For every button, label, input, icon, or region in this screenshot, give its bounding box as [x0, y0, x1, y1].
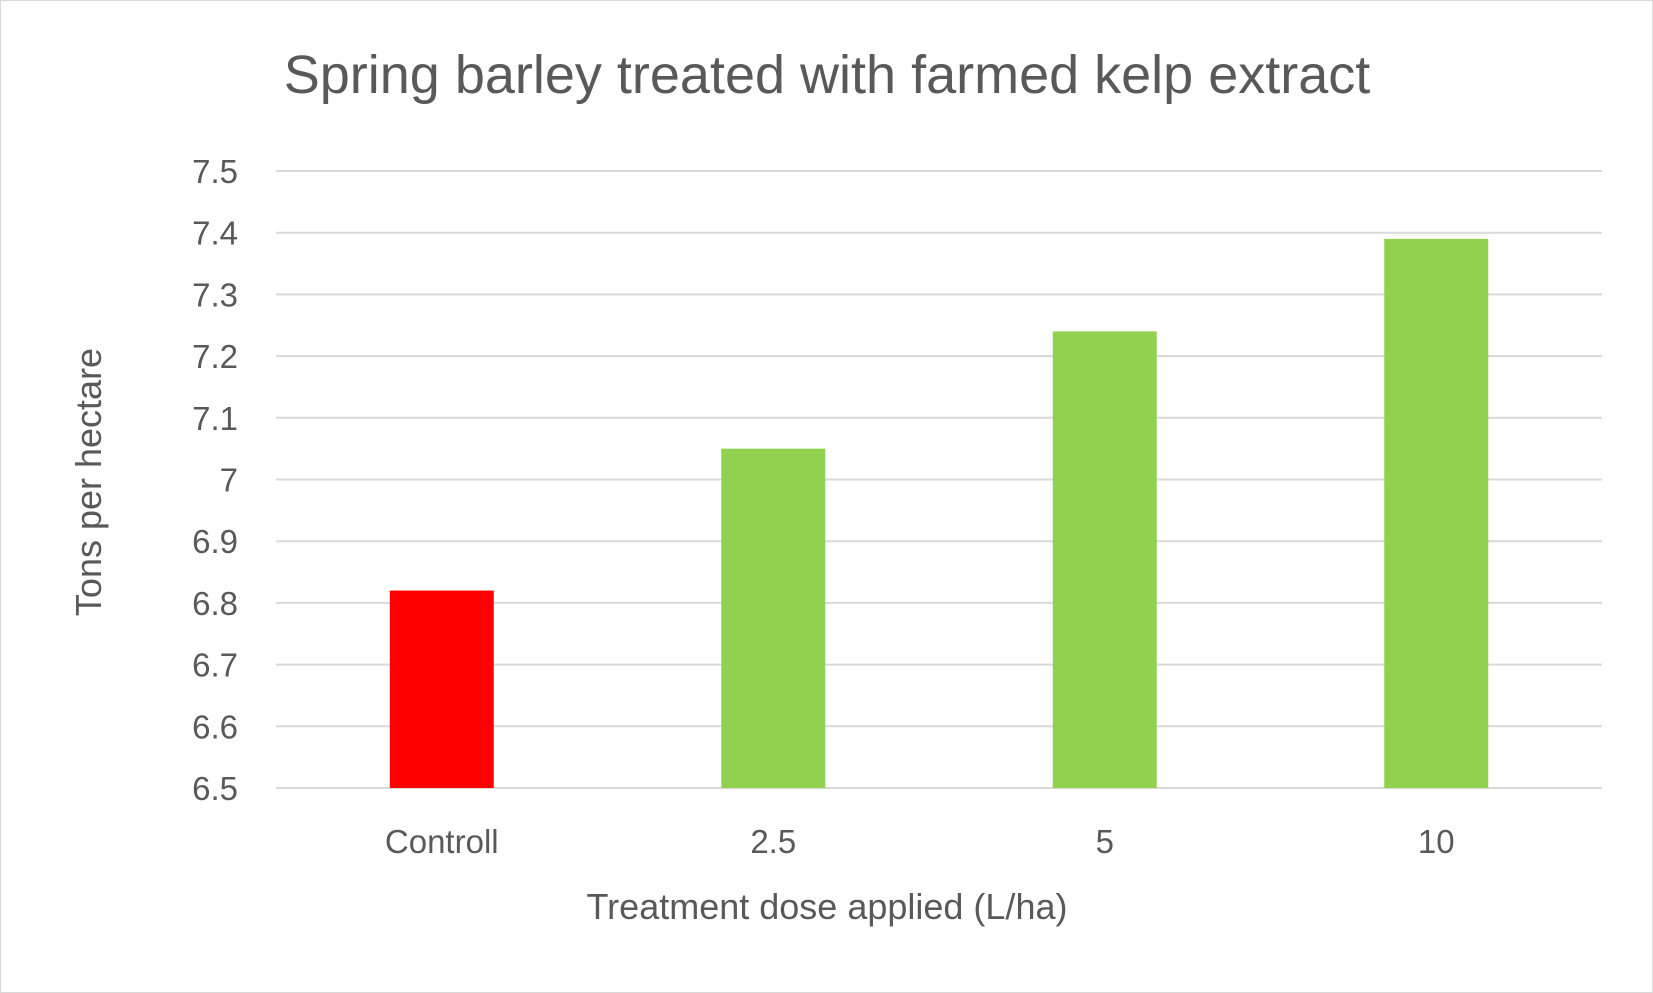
- y-tick-label: 6.6: [192, 708, 238, 745]
- x-tick-label: 5: [1096, 823, 1114, 860]
- y-tick-label: 7.4: [192, 215, 238, 252]
- y-tick-label: 7.2: [192, 338, 238, 375]
- y-tick-label: 6.9: [192, 523, 238, 560]
- bar-5: [1052, 331, 1157, 788]
- y-axis-ticks: 6.5 6.6 6.7 6.8 6.9 7 7.1 7.2 7.3 7.4 7.5: [192, 153, 238, 807]
- x-tick-label: 10: [1418, 823, 1455, 860]
- y-tick-label: 7.1: [192, 400, 238, 437]
- x-tick-label: 2.5: [750, 823, 796, 860]
- x-tick-label: Controll: [385, 823, 499, 860]
- x-axis-ticks: Controll 2.5 5 10: [385, 823, 1455, 860]
- bar-controll: [389, 590, 494, 788]
- y-tick-label: 7.5: [192, 153, 238, 190]
- chart-title: Spring barley treated with farmed kelp e…: [284, 45, 1371, 105]
- y-tick-label: 6.8: [192, 585, 238, 622]
- x-axis-label: Treatment dose applied (L/ha): [587, 886, 1068, 927]
- y-tick-label: 6.5: [192, 770, 238, 807]
- y-tick-label: 6.7: [192, 647, 238, 684]
- gridlines: [276, 170, 1602, 789]
- bars: [389, 238, 1489, 788]
- y-tick-label: 7.3: [192, 276, 238, 313]
- y-axis-label: Tons per hectare: [68, 348, 109, 616]
- bar-10: [1384, 238, 1489, 788]
- bar-2-5: [721, 448, 826, 788]
- y-tick-label: 7: [220, 462, 238, 499]
